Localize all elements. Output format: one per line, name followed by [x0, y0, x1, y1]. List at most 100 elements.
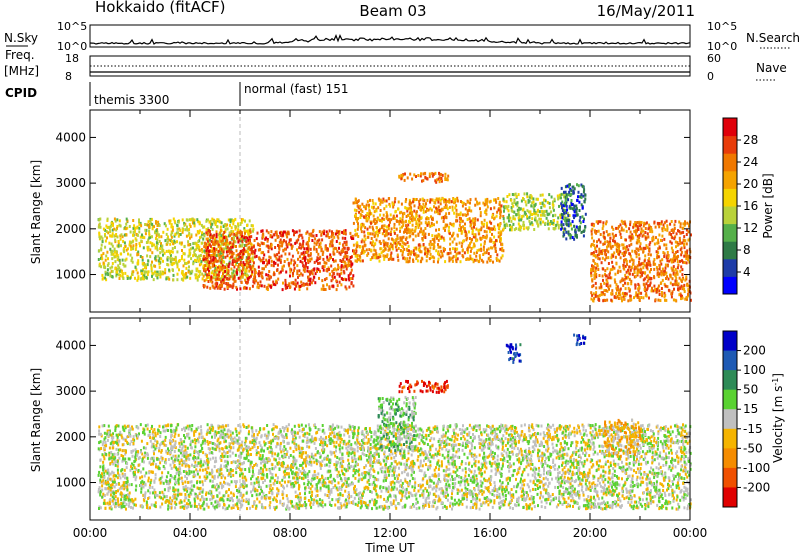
power-cell-5-733 [594, 230, 597, 234]
power-cell-2-1061 [480, 220, 483, 224]
power-cell-2-446 [465, 258, 468, 261]
power-cell-5-269 [633, 229, 636, 233]
power-cell-0-889 [151, 242, 154, 246]
power-cell-1-736 [202, 284, 205, 287]
power-cell-3-253 [517, 227, 520, 231]
power-cell-2-383 [453, 237, 456, 241]
velocity-cell-0-372 [563, 481, 566, 485]
power-cell-0-934 [195, 259, 198, 263]
velocity-cell-0-200 [210, 441, 213, 445]
power-cell-4-81 [570, 192, 573, 196]
power-cell-2-1049 [401, 240, 404, 244]
power-cell-1-85 [332, 259, 335, 263]
power-cell-4-10 [582, 190, 585, 194]
power-cell-1-404 [269, 234, 272, 237]
power-cell-0-0 [199, 236, 201, 240]
power-cell-5-23 [673, 282, 676, 286]
power-cell-4-129 [571, 220, 574, 224]
power-cell-5-881 [594, 293, 597, 297]
power-cell-2-554 [424, 221, 427, 225]
power-cell-3-191 [509, 228, 511, 232]
power-cell-5-326 [674, 267, 677, 271]
power-cell-1-600 [220, 258, 223, 262]
power-cell-0-957 [231, 219, 234, 223]
power-cell-2-374 [417, 217, 419, 221]
power-cell-5-164 [632, 225, 635, 229]
power-cell-2-525 [360, 240, 363, 244]
power-cell-5-119 [611, 225, 614, 229]
power-cell-5-250 [661, 267, 664, 271]
velocity-cell-0-126 [562, 496, 565, 500]
power-cell-5-560 [602, 231, 605, 235]
power-cell-3-151 [531, 217, 534, 221]
power-cell-1-392 [335, 240, 338, 243]
power-cell-2-273 [452, 222, 455, 226]
power-cell-0-1005 [200, 260, 203, 264]
power-cell-2-724 [408, 228, 411, 232]
power-cell-5-202 [648, 270, 651, 274]
power-cell-0-347 [111, 232, 114, 236]
power-cell-1-630 [241, 272, 244, 276]
power-cell-0-6 [232, 269, 235, 273]
power-cell-4-145 [565, 230, 568, 234]
power-cell-1-371 [284, 247, 286, 251]
velocity-cell-0-82 [589, 460, 592, 464]
power-cell-1-889 [273, 272, 276, 276]
power-cell-2-651 [472, 217, 475, 221]
power-cell-5-780 [596, 294, 599, 298]
power-cell-0-43 [173, 257, 176, 261]
power-cell-0-970 [177, 259, 180, 263]
power-cell-5-590 [606, 245, 608, 249]
power-cell-2-841 [435, 249, 438, 253]
power-cell-0-1044 [187, 270, 190, 274]
power-cell-2-944 [485, 236, 488, 240]
power-cell-5-343 [625, 250, 628, 254]
velocity-cell-0-348 [587, 495, 590, 499]
power-cell-2-873 [387, 227, 390, 231]
power-cell-5-312 [598, 253, 601, 257]
power-cell-1-965 [232, 259, 235, 263]
power-cell-1-155 [277, 244, 279, 247]
power-cell-5-599 [607, 256, 610, 260]
power-cell-1-112 [301, 257, 304, 261]
velocity-cell-0-77 [147, 506, 150, 510]
power-cell-3-233 [539, 213, 542, 217]
power-cell-2-875 [374, 256, 377, 259]
power-cell-0-367 [110, 242, 113, 246]
power-cell-2-519 [485, 251, 488, 255]
power-cell-1-335 [332, 272, 335, 275]
power-cell-6-16 [440, 173, 443, 177]
power-cell-1-754 [237, 276, 240, 280]
power-cell-3-61 [559, 216, 562, 220]
velocity-cell-0-292 [281, 426, 284, 430]
power-cell-1-881 [316, 256, 319, 260]
velocity-cell-0-27 [238, 498, 241, 502]
velocity-cell-0-350 [293, 476, 296, 480]
power-cell-0-835 [111, 262, 114, 265]
power-cell-2-312 [370, 237, 373, 240]
power-cell-1-918 [338, 251, 341, 255]
power-cell-2-870 [390, 251, 393, 255]
power-cell-5-512 [590, 274, 593, 278]
power-cell-3-187 [524, 212, 527, 216]
power-cell-1-981 [328, 285, 331, 289]
power-cell-0-597 [144, 263, 147, 267]
power-cell-3-186 [526, 209, 529, 213]
velocity-cell-0-360 [312, 502, 315, 506]
power-cell-0-454 [252, 227, 255, 231]
power-cell-4-144 [567, 198, 570, 202]
power-cell-1-862 [309, 270, 312, 274]
power-cell-2-874 [459, 200, 462, 203]
power-cell-5-818 [605, 230, 608, 234]
power-cell-0-469 [131, 273, 134, 276]
power-cell-0-758 [226, 223, 229, 227]
velocity-cell-0-108 [486, 496, 489, 500]
velocity-cell-0-169 [272, 498, 275, 502]
power-cell-3-181 [513, 210, 516, 214]
power-cell-6-45 [422, 179, 425, 183]
power-cell-1-793 [253, 279, 256, 283]
power-cell-2-391 [421, 206, 424, 210]
power-cell-1-890 [340, 268, 343, 272]
power-cell-2-130 [493, 225, 496, 229]
